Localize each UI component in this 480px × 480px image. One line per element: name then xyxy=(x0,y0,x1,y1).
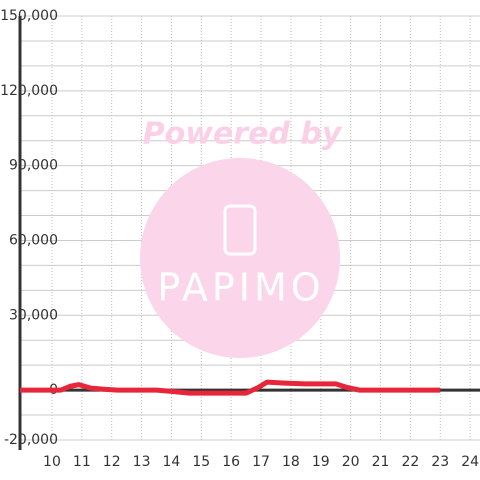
y-tick-label: -20,000 xyxy=(4,432,58,448)
y-tick-label: 120,000 xyxy=(0,83,58,99)
x-tick-label: 22 xyxy=(401,454,419,470)
line xyxy=(20,379,441,396)
watermark: Powered by PAPIMO xyxy=(140,117,343,358)
phone-icon xyxy=(223,204,257,256)
x-tick-label: 23 xyxy=(431,454,449,470)
x-tick-label: 21 xyxy=(372,454,390,470)
x-tick-label: 24 xyxy=(461,454,479,470)
y-tick-label: 90,000 xyxy=(9,158,58,174)
y-tick-label: 150,000 xyxy=(0,8,58,24)
x-tick-label: 14 xyxy=(163,454,181,470)
y-tick-label: 60,000 xyxy=(9,232,58,248)
x-tick-label: 20 xyxy=(342,454,360,470)
watermark-text: PAPIMO xyxy=(157,266,324,310)
x-tick-label: 16 xyxy=(222,454,240,470)
watermark-circle xyxy=(140,158,340,358)
x-tick-label: 12 xyxy=(103,454,121,470)
x-tick-label: 15 xyxy=(192,454,210,470)
x-tick-label: 10 xyxy=(43,454,61,470)
y-tick-label: 30,000 xyxy=(9,307,58,323)
x-tick-label: 17 xyxy=(252,454,270,470)
x-tick-label: 13 xyxy=(133,454,151,470)
x-tick-label: 18 xyxy=(282,454,300,470)
x-tick-label: 11 xyxy=(73,454,91,470)
x-tick-label: 19 xyxy=(312,454,330,470)
watermark-text: Powered by xyxy=(143,117,343,152)
